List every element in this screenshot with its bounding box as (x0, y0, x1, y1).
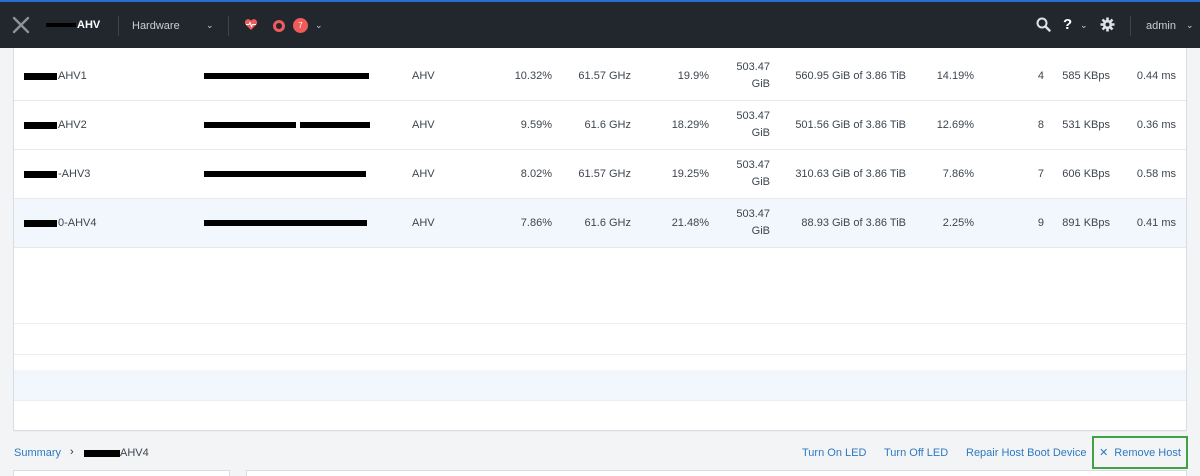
cpu-capacity: 61.6 GHz (584, 216, 631, 229)
io-latency: 0.58 ms (1136, 167, 1176, 180)
table-row[interactable]: AHV1 AHV 10.32% 61.57 GHz 19.9% 503.47 G… (14, 52, 1186, 101)
storage-percent: 7.86% (942, 167, 974, 180)
hypervisor: AHV (412, 69, 435, 82)
redacted-mask (24, 170, 57, 178)
memory-usage: 19.9% (677, 69, 709, 82)
bottom-panel-right (246, 470, 1187, 476)
cpu-usage: 7.86% (520, 216, 552, 229)
redacted-mask (204, 122, 296, 128)
redacted-mask (24, 121, 57, 129)
turn-off-led-button[interactable]: Turn Off LED (884, 447, 949, 459)
redacted-mask (84, 449, 120, 457)
user-menu[interactable]: admin (1146, 20, 1176, 32)
redacted-mask (204, 171, 366, 177)
heart-health-icon[interactable] (244, 18, 258, 31)
table-row[interactable]: AHV2 AHV 9.59% 61.6 GHz 18.29% 503.47 Gi… (14, 101, 1186, 150)
cpu-capacity: 61.57 GHz (578, 167, 631, 180)
cpu-capacity: 61.6 GHz (584, 118, 631, 131)
chevron-down-icon[interactable]: ⌄ (315, 20, 323, 30)
memory-capacity: 503.47 GiB (736, 208, 770, 237)
io-bandwidth: 891 KBps (1062, 216, 1110, 229)
vm-count: 8 (1037, 118, 1044, 131)
storage-usage: 560.95 GiB of 3.86 TiB (795, 69, 906, 82)
table-row[interactable]: -AHV3 AHV 8.02% 61.57 GHz 19.25% 503.47 … (14, 150, 1186, 199)
breadcrumb-summary[interactable]: Summary (14, 447, 62, 459)
host-name[interactable]: 0-AHV4 (24, 199, 174, 247)
hypervisor: AHV (412, 167, 435, 180)
storage-percent: 2.25% (942, 216, 974, 229)
help-icon[interactable]: ? (1063, 16, 1073, 33)
host-name[interactable]: AHV2 (24, 101, 174, 149)
io-latency: 0.36 ms (1136, 118, 1176, 131)
io-bandwidth: 531 KBps (1062, 118, 1110, 131)
empty-row (14, 293, 1186, 324)
chevron-down-icon[interactable]: ⌄ (1080, 20, 1088, 30)
vm-count: 7 (1037, 167, 1044, 180)
turn-on-led-button[interactable]: Turn On LED (802, 447, 867, 459)
cpu-capacity: 61.57 GHz (578, 69, 631, 82)
cluster-name[interactable]: AHV (46, 19, 100, 31)
empty-row (14, 401, 1186, 432)
redacted-mask (24, 219, 57, 227)
top-navigation-bar: AHV Hardware ⌄ 7 ⌄ ? ⌄ admin ⌄ (0, 0, 1200, 48)
divider (228, 16, 229, 36)
divider (1130, 16, 1131, 36)
memory-capacity: 503.47 GiB (736, 159, 770, 188)
remove-host-button[interactable]: ✕ Remove Host (1092, 436, 1188, 469)
storage-percent: 12.69% (936, 118, 974, 131)
host-table: AHV1 AHV 10.32% 61.57 GHz 19.9% 503.47 G… (13, 48, 1187, 432)
redacted-mask (204, 73, 369, 79)
vm-count: 4 (1037, 69, 1044, 82)
gear-icon[interactable] (1100, 17, 1115, 32)
bottom-panel-left (13, 470, 230, 476)
memory-capacity: 503.47 GiB (736, 61, 770, 90)
host-name[interactable]: AHV1 (24, 52, 174, 100)
search-icon[interactable] (1036, 17, 1051, 32)
cpu-usage: 9.59% (520, 118, 552, 131)
close-x-logo-icon[interactable] (12, 16, 30, 34)
redacted-mask (24, 72, 57, 80)
divider (118, 16, 119, 36)
memory-capacity: 503.47 GiB (736, 110, 770, 139)
redacted-mask (46, 23, 76, 28)
memory-usage: 21.48% (671, 216, 709, 229)
host-name[interactable]: -AHV3 (24, 150, 174, 198)
memory-usage: 18.29% (671, 118, 709, 131)
repair-host-boot-device-button[interactable]: Repair Host Boot Device (966, 447, 1087, 459)
storage-usage: 88.93 GiB of 3.86 TiB (801, 216, 906, 229)
storage-usage: 501.56 GiB of 3.86 TiB (795, 118, 906, 131)
chevron-right-icon: › (70, 446, 74, 458)
ring-alert-icon[interactable] (273, 20, 285, 32)
footer-bar: Summary › AHV4 Turn On LED Turn Off LED … (0, 436, 1200, 474)
host-ip (204, 101, 374, 149)
close-icon: ✕ (1099, 447, 1109, 459)
table-row[interactable]: 0-AHV4 AHV 7.86% 61.6 GHz 21.48% 503.47 … (14, 199, 1186, 248)
io-bandwidth: 585 KBps (1062, 69, 1110, 82)
storage-usage: 310.63 GiB of 3.86 TiB (795, 167, 906, 180)
io-bandwidth: 606 KBps (1062, 167, 1110, 180)
io-latency: 0.41 ms (1136, 216, 1176, 229)
empty-row (14, 370, 1186, 401)
cpu-usage: 10.32% (514, 69, 552, 82)
section-dropdown-label[interactable]: Hardware (132, 20, 180, 32)
host-ip (204, 199, 374, 247)
storage-percent: 14.19% (936, 69, 974, 82)
redacted-mask (204, 220, 367, 226)
breadcrumb-current-host: AHV4 (84, 447, 149, 459)
redacted-mask (300, 122, 370, 128)
host-ip (204, 52, 374, 100)
vm-count: 9 (1037, 216, 1044, 229)
io-latency: 0.44 ms (1136, 69, 1176, 82)
empty-row (14, 324, 1186, 355)
chevron-down-icon[interactable]: ⌄ (206, 20, 214, 30)
cpu-usage: 8.02% (520, 167, 552, 180)
host-ip (204, 150, 374, 198)
hypervisor: AHV (412, 118, 435, 131)
memory-usage: 19.25% (671, 167, 709, 180)
alert-count-badge[interactable]: 7 (293, 18, 308, 33)
chevron-down-icon[interactable]: ⌄ (1186, 20, 1194, 30)
hypervisor: AHV (412, 216, 435, 229)
